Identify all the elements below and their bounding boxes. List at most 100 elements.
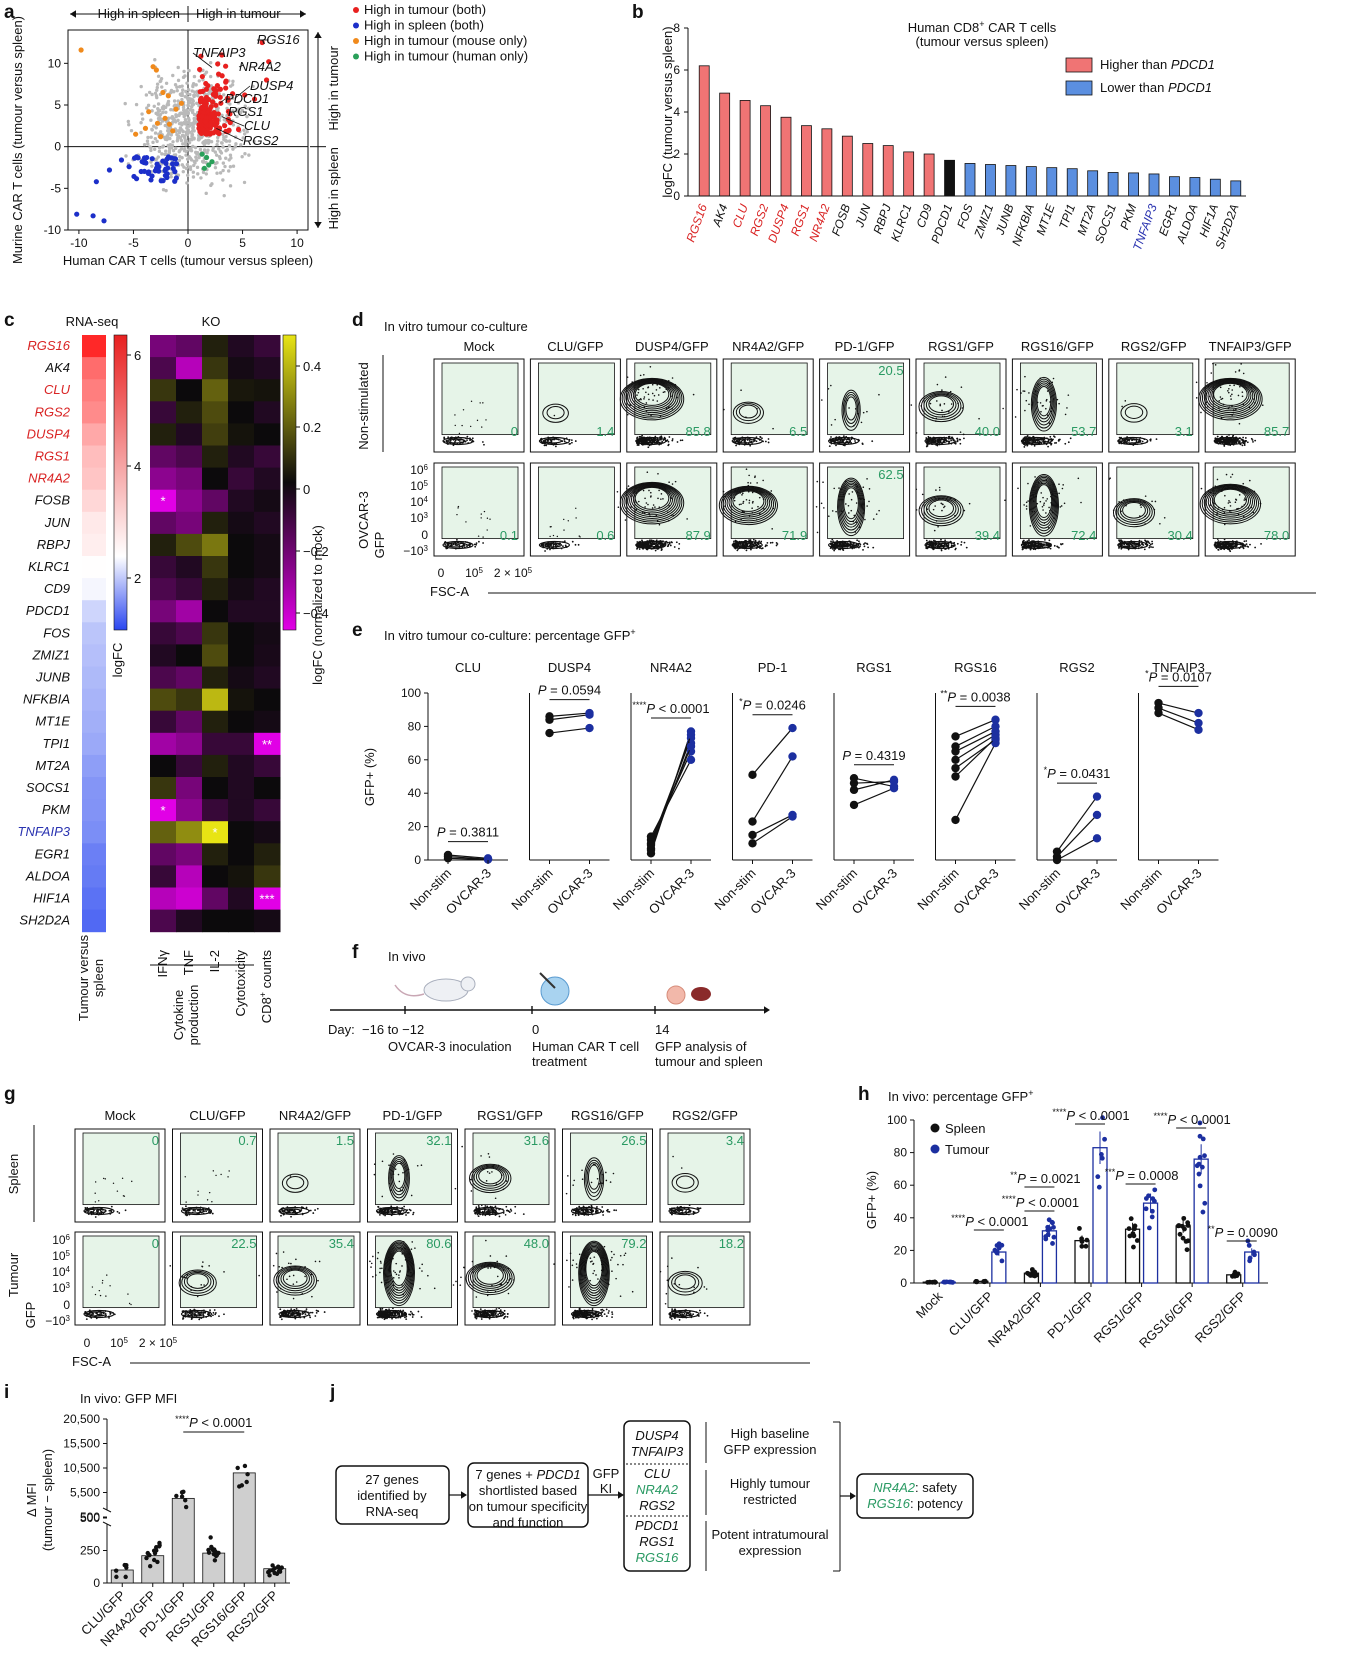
heatmap-cell-ko: [176, 843, 203, 866]
event-dot: [1049, 509, 1051, 512]
event-dot: [1227, 544, 1230, 547]
event-dot: [755, 519, 758, 521]
event-dot: [1035, 495, 1038, 498]
event-dot: [1229, 395, 1232, 397]
event-dot: [1027, 500, 1029, 502]
event-dot: [759, 513, 761, 515]
data-point-grey: [197, 155, 201, 160]
data-point-grey: [246, 106, 251, 111]
event-dot: [1035, 390, 1037, 393]
event-dot: [644, 497, 646, 500]
event-dot: [1147, 541, 1150, 543]
text-span: = 0.0246: [751, 698, 806, 713]
event-dot: [1231, 405, 1233, 407]
data-point-grey: [220, 113, 224, 118]
event-dot: [95, 1210, 98, 1213]
event-dot: [1219, 516, 1221, 518]
data-point-tumour-human: [199, 151, 205, 157]
data-point-tumour-both: [217, 94, 223, 100]
event-dot: [830, 436, 832, 438]
event-dot: [648, 489, 650, 492]
y-tick-label: 80: [408, 719, 422, 733]
data-point-grey: [179, 138, 184, 143]
event-dot: [185, 1205, 187, 1208]
text-span: Lower than: [1100, 80, 1168, 95]
data-point-grey: [170, 115, 175, 119]
text-span: PDCD1: [1171, 57, 1215, 72]
event-dot: [1118, 540, 1121, 542]
event-dot: [94, 1192, 96, 1194]
event-dot: [667, 511, 669, 514]
gene-row-label: RBPJ: [37, 537, 71, 552]
data-point-tumour-both: [219, 52, 225, 58]
event-dot: [1245, 540, 1248, 542]
event-dot: [461, 424, 463, 427]
heatmap-cell-ko: [202, 865, 229, 888]
event-contour: [546, 406, 565, 420]
heatmap-cell: [82, 467, 106, 491]
event-dot: [1227, 502, 1230, 504]
data-point-grey: [176, 134, 181, 138]
legend-marker: [353, 38, 359, 44]
event-dot: [959, 438, 962, 441]
event-dot: [1216, 511, 1218, 514]
legend-label: High in tumour (human only): [364, 49, 528, 64]
data-point-tumour-mouse: [173, 106, 179, 112]
event-dot: [960, 386, 963, 388]
event-dot: [1120, 501, 1123, 504]
event-dot: [486, 529, 488, 531]
colorbar-tick-label: 0.4: [303, 359, 321, 374]
data-point-grey: [227, 143, 232, 148]
event-dot: [1059, 506, 1062, 508]
event-dot: [309, 1209, 312, 1212]
event-dot: [1050, 495, 1052, 498]
data-point-grey: [175, 85, 179, 89]
event-dot: [1224, 494, 1226, 497]
panel-e-paired: In vitro tumour co-culture: percentage G…: [362, 627, 1219, 917]
event-dot: [722, 490, 725, 493]
event-dot: [635, 492, 638, 494]
data-point-nonstim: [951, 763, 960, 773]
data-point-grey: [224, 156, 228, 160]
heatmap-cell-ko: [254, 644, 281, 667]
event-dot: [112, 1182, 115, 1184]
event-dot: [678, 542, 681, 545]
event-dot: [670, 541, 673, 543]
data-point-grey: [157, 118, 161, 122]
event-dot: [1245, 440, 1248, 442]
data-point-tumour-both: [217, 86, 223, 92]
data-point-nonstim: [646, 840, 656, 850]
event-dot: [1080, 501, 1082, 504]
data-point-grey: [188, 137, 192, 142]
event-dot: [929, 395, 932, 398]
event-dot: [412, 1213, 414, 1216]
gfp-percentage: 0: [511, 424, 518, 439]
event-dot: [575, 517, 577, 519]
bar: [923, 153, 935, 197]
event-dot: [647, 503, 649, 506]
data-point-tumour-both: [225, 108, 231, 115]
data-point-grey: [146, 103, 151, 108]
event-dot: [206, 1199, 209, 1201]
event-dot: [960, 543, 963, 546]
significance-marker: *: [160, 494, 165, 509]
event-dot: [847, 504, 850, 507]
event-dot: [1051, 511, 1054, 514]
event-dot: [1039, 377, 1042, 380]
event-dot: [1212, 486, 1214, 489]
data-point-nonstim: [849, 773, 859, 783]
event-dot: [211, 1212, 214, 1215]
heatmap-cell-ko: [176, 489, 203, 513]
car-t-dish-icon: [540, 976, 570, 1006]
text-span: 0: [421, 528, 428, 542]
event-dot: [1235, 408, 1237, 411]
event-dot: [1025, 508, 1028, 510]
heatmap-cell-ko: [254, 578, 281, 601]
data-point-spleen-both: [133, 154, 140, 160]
event-dot: [963, 437, 965, 440]
data-point-grey: [148, 145, 152, 149]
event-dot: [755, 440, 758, 443]
event-dot: [547, 440, 549, 443]
data-point-nonstim: [748, 830, 757, 840]
legend-marker: [353, 7, 359, 13]
